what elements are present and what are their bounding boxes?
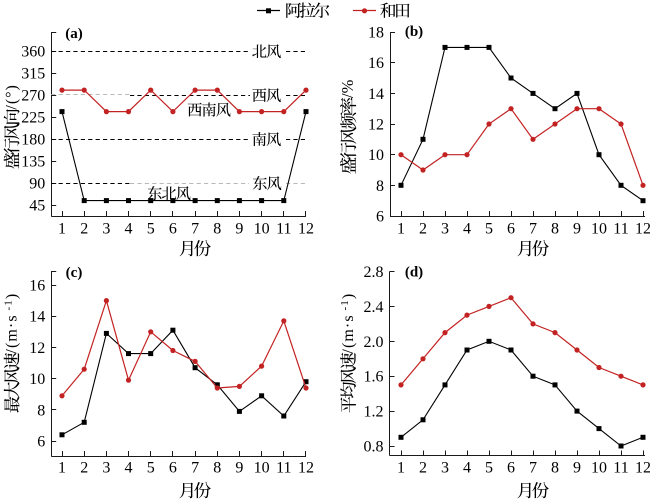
svg-text:12: 12 bbox=[298, 221, 314, 238]
svg-text:3: 3 bbox=[102, 221, 110, 238]
svg-text:9: 9 bbox=[573, 221, 581, 238]
svg-text:11: 11 bbox=[276, 460, 291, 477]
svg-text:/(°): /(°) bbox=[4, 84, 21, 110]
svg-text:5: 5 bbox=[485, 221, 493, 238]
svg-text:4: 4 bbox=[463, 221, 471, 238]
svg-text:6: 6 bbox=[169, 460, 177, 477]
svg-text:6: 6 bbox=[169, 221, 177, 238]
svg-text:3: 3 bbox=[441, 460, 449, 477]
svg-text:1: 1 bbox=[397, 221, 405, 238]
svg-text:12: 12 bbox=[368, 117, 384, 134]
svg-text:315: 315 bbox=[21, 66, 45, 83]
svg-text:14: 14 bbox=[29, 309, 45, 326]
svg-text:14: 14 bbox=[368, 86, 384, 103]
svg-text:6: 6 bbox=[376, 209, 384, 226]
svg-text:6: 6 bbox=[507, 221, 515, 238]
svg-text:/%: /% bbox=[338, 79, 357, 98]
svg-text:2: 2 bbox=[80, 221, 88, 238]
svg-text:(b): (b) bbox=[405, 24, 423, 40]
svg-text:8: 8 bbox=[376, 178, 384, 195]
svg-text:12: 12 bbox=[635, 221, 650, 238]
svg-text:8: 8 bbox=[551, 221, 559, 238]
svg-text:(c): (c) bbox=[66, 265, 83, 281]
svg-text:6: 6 bbox=[507, 460, 515, 477]
svg-text:4: 4 bbox=[125, 460, 133, 477]
svg-text:90: 90 bbox=[29, 176, 45, 193]
svg-text:360: 360 bbox=[21, 44, 45, 61]
svg-text:2: 2 bbox=[80, 460, 88, 477]
svg-text:180: 180 bbox=[21, 132, 45, 149]
svg-text:8: 8 bbox=[551, 460, 559, 477]
svg-text:10: 10 bbox=[368, 147, 384, 164]
svg-text:1: 1 bbox=[397, 460, 405, 477]
svg-text:225: 225 bbox=[21, 110, 45, 127]
svg-text:7: 7 bbox=[529, 460, 537, 477]
svg-text:10: 10 bbox=[591, 221, 607, 238]
svg-text:10: 10 bbox=[254, 460, 270, 477]
svg-text:4: 4 bbox=[125, 221, 133, 238]
svg-text:10: 10 bbox=[254, 221, 270, 238]
svg-text:12: 12 bbox=[635, 460, 650, 477]
svg-text:0.8: 0.8 bbox=[364, 439, 384, 456]
svg-text:10: 10 bbox=[29, 371, 45, 388]
svg-text:11: 11 bbox=[613, 221, 628, 238]
svg-text:4: 4 bbox=[463, 460, 471, 477]
svg-text:7: 7 bbox=[529, 221, 537, 238]
svg-text:6: 6 bbox=[37, 434, 45, 451]
svg-text:16: 16 bbox=[368, 55, 384, 72]
svg-text:135: 135 bbox=[21, 154, 45, 171]
svg-text:5: 5 bbox=[147, 460, 155, 477]
svg-text:2: 2 bbox=[419, 460, 427, 477]
svg-text:12: 12 bbox=[298, 460, 314, 477]
svg-text:5: 5 bbox=[147, 221, 155, 238]
svg-text:270: 270 bbox=[21, 88, 45, 105]
svg-text:8: 8 bbox=[37, 402, 45, 419]
svg-text:8: 8 bbox=[213, 221, 221, 238]
svg-text:3: 3 bbox=[102, 460, 110, 477]
svg-text:16: 16 bbox=[29, 278, 45, 295]
svg-text:7: 7 bbox=[191, 221, 199, 238]
svg-text:11: 11 bbox=[276, 221, 291, 238]
svg-text:2.0: 2.0 bbox=[364, 334, 384, 351]
svg-text:2.8: 2.8 bbox=[364, 264, 384, 281]
svg-text:2: 2 bbox=[419, 221, 427, 238]
svg-text:9: 9 bbox=[235, 460, 243, 477]
svg-text:45: 45 bbox=[29, 198, 45, 215]
svg-text:2.4: 2.4 bbox=[364, 299, 384, 316]
svg-text:5: 5 bbox=[485, 460, 493, 477]
svg-text:11: 11 bbox=[613, 460, 628, 477]
svg-text:9: 9 bbox=[235, 221, 243, 238]
svg-text:18: 18 bbox=[368, 25, 384, 42]
svg-text:1.6: 1.6 bbox=[364, 369, 384, 386]
svg-text:7: 7 bbox=[191, 460, 199, 477]
svg-text:(a): (a) bbox=[65, 26, 83, 42]
svg-text:1: 1 bbox=[58, 221, 66, 238]
svg-text:8: 8 bbox=[213, 460, 221, 477]
svg-text:1.2: 1.2 bbox=[364, 404, 384, 421]
svg-text:10: 10 bbox=[591, 460, 607, 477]
svg-text:12: 12 bbox=[29, 340, 45, 357]
svg-text:1: 1 bbox=[58, 460, 66, 477]
svg-text:(d): (d) bbox=[405, 265, 423, 281]
svg-text:9: 9 bbox=[573, 460, 581, 477]
svg-text:3: 3 bbox=[441, 221, 449, 238]
